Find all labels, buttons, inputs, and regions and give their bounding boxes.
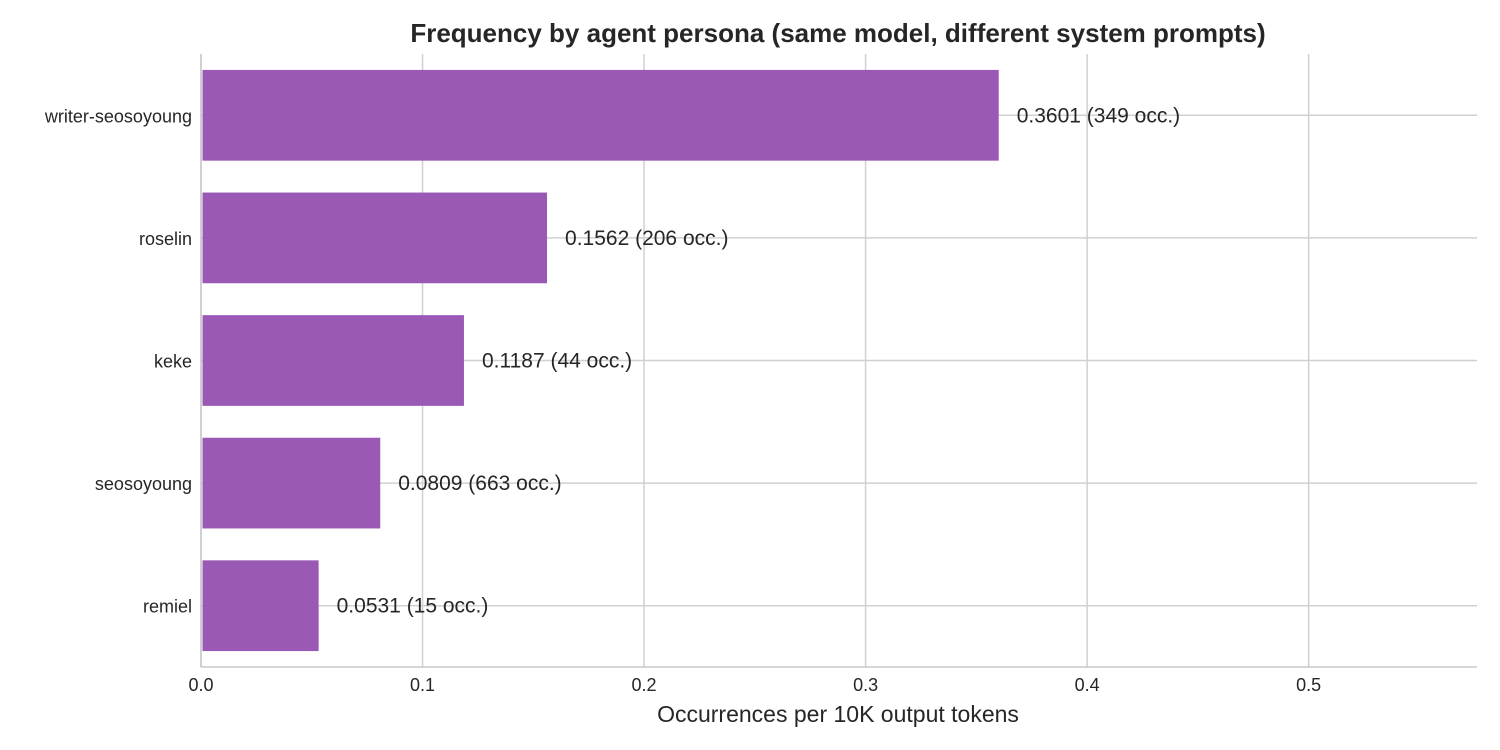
data-labels: 0.3601 (349 occ.) 0.1562 (206 occ.) 0.1187…	[337, 104, 1181, 617]
data-label: 0.0809 (663 occ.)	[398, 472, 561, 495]
bars	[202, 69, 999, 652]
y-tick-label: writer-seosoyoung	[44, 106, 192, 126]
y-tick-labels: writer-seosoyoung roselin keke seosoyoung re…	[44, 106, 192, 616]
y-tick-label: remiel	[143, 597, 192, 617]
data-label: 0.1187 (44 occ.)	[482, 350, 632, 373]
x-tick-label: 0.3	[853, 675, 878, 695]
x-tick-labels: 0.0 0.1 0.2 0.3 0.4 0.5	[188, 675, 1321, 695]
y-tick-label: seosoyoung	[95, 474, 192, 494]
bar	[202, 315, 464, 406]
bar	[202, 69, 999, 161]
data-label: 0.3601 (349 occ.)	[1017, 104, 1180, 127]
bar	[202, 192, 548, 284]
x-axis-label: Occurrences per 10K output tokens	[657, 701, 1019, 727]
y-tick-label: roselin	[139, 229, 192, 249]
x-tick-label: 0.2	[632, 675, 657, 695]
bar	[202, 560, 319, 652]
x-tick-label: 0.5	[1296, 675, 1321, 695]
data-label: 0.0531 (15 occ.)	[337, 595, 489, 618]
bar	[202, 437, 381, 529]
x-tick-label: 0.0	[188, 675, 213, 695]
x-tick-label: 0.1	[410, 675, 435, 695]
y-tick-label: keke	[154, 352, 192, 372]
x-tick-label: 0.4	[1075, 675, 1100, 695]
chart-title: Frequency by agent persona (same model, …	[410, 18, 1265, 48]
data-label: 0.1562 (206 occ.)	[565, 227, 728, 250]
